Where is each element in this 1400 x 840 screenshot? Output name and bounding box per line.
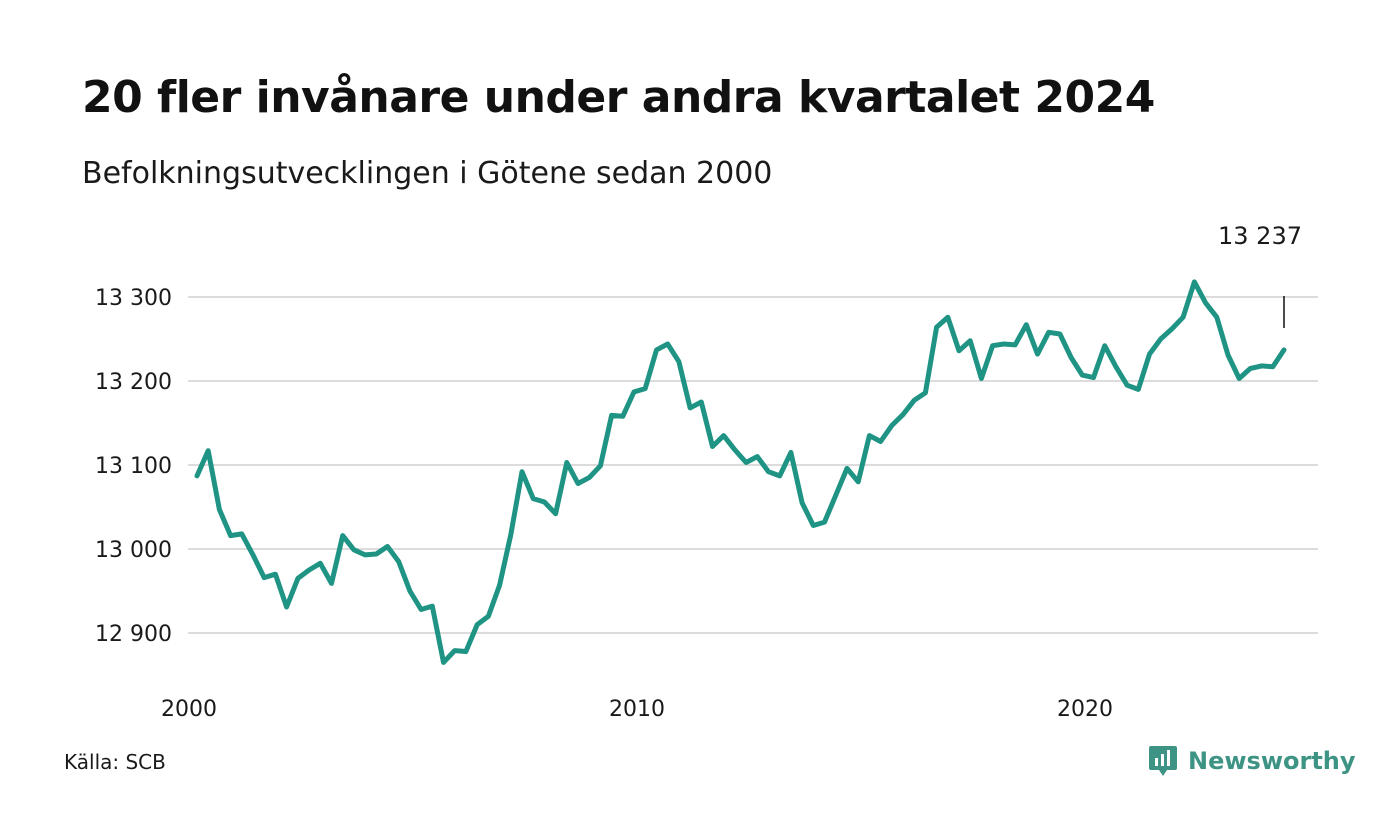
brand-logo[interactable]: Newsworthy <box>1148 744 1356 778</box>
last-value-label: 13 237 <box>1218 222 1302 250</box>
last-value-annotation: 13 237 <box>1218 222 1302 328</box>
y-tick-label-13100: 13 100 <box>95 454 172 479</box>
source-note: Källa: SCB <box>64 750 166 774</box>
y-tick-label-13300: 13 300 <box>95 286 172 311</box>
y-tick-label-13000: 13 000 <box>95 538 172 563</box>
chart-subtitle: Befolkningsutvecklingen i Götene sedan 2… <box>82 156 773 191</box>
series-line-layer <box>194 279 1287 665</box>
gridlines <box>188 296 1318 634</box>
y-tick-label-12900: 12 900 <box>95 622 172 647</box>
x-axis-ticks: 2000 2010 2020 <box>161 697 1113 722</box>
x-tick-label-2010: 2010 <box>609 697 665 722</box>
series-line-0 <box>194 279 1287 665</box>
brand-name: Newsworthy <box>1188 747 1356 775</box>
y-tick-label-13200: 13 200 <box>95 370 172 395</box>
x-tick-label-2020: 2020 <box>1057 697 1113 722</box>
newsworthy-logo-icon <box>1149 746 1177 776</box>
y-axis-ticks: 12 900 13 000 13 100 13 200 13 300 <box>95 286 172 647</box>
x-tick-label-2000: 2000 <box>161 697 217 722</box>
chart-title: 20 fler invånare under andra kvartalet 2… <box>82 72 1155 123</box>
